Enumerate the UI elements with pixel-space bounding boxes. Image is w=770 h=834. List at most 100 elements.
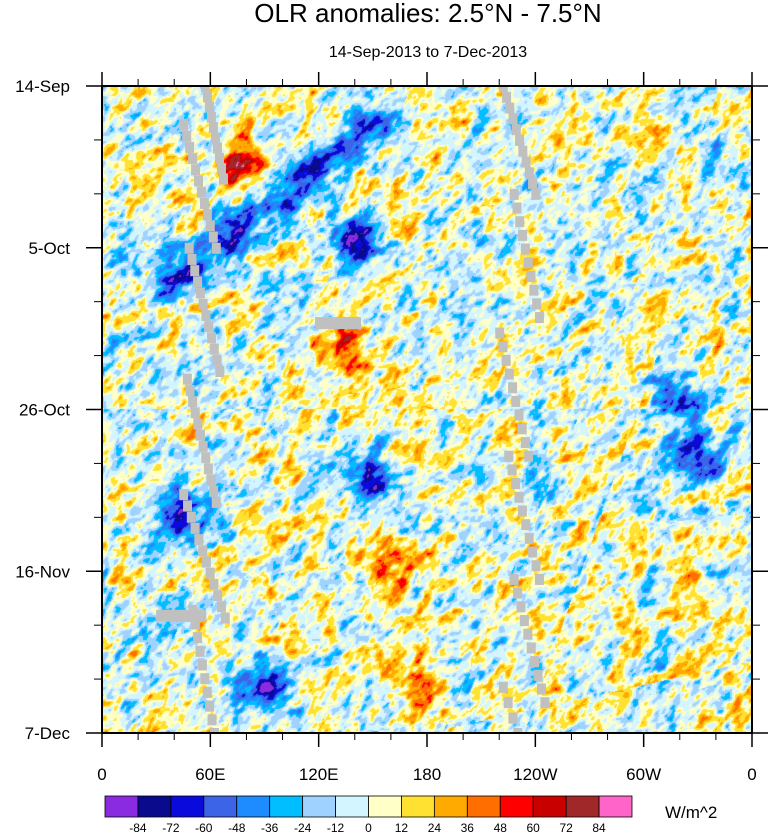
missing-data-cell bbox=[514, 491, 524, 503]
missing-data-cell bbox=[209, 728, 219, 733]
y-tick-label: 5-Oct bbox=[28, 239, 70, 258]
missing-data-cell bbox=[195, 287, 205, 299]
missing-data-cell bbox=[202, 686, 212, 698]
missing-data-cell bbox=[213, 590, 223, 602]
colorbar-swatch bbox=[532, 795, 567, 818]
missing-data-cell bbox=[209, 485, 219, 497]
missing-data-cell bbox=[186, 511, 196, 523]
x-tick-label: 120W bbox=[513, 765, 557, 784]
missing-data-cell bbox=[528, 546, 538, 558]
missing-data-cell bbox=[190, 522, 200, 534]
colorbar-swatch bbox=[269, 795, 304, 818]
missing-data-cell bbox=[536, 683, 546, 695]
x-axis: 0 60E 120E 180 120W 60W 0 bbox=[97, 72, 757, 784]
missing-data-cell bbox=[515, 216, 525, 228]
missing-data-cell bbox=[516, 601, 526, 613]
missing-data-cell bbox=[508, 113, 518, 125]
y-tick-label: 7-Dec bbox=[25, 724, 71, 743]
missing-data-cell bbox=[501, 354, 511, 366]
missing-data-layer bbox=[156, 86, 550, 733]
missing-data-cell bbox=[202, 91, 212, 103]
missing-data-cell bbox=[526, 270, 536, 282]
colorbar-swatch bbox=[466, 795, 501, 818]
missing-data-cell bbox=[498, 341, 508, 353]
missing-data-cell bbox=[201, 309, 211, 321]
colorbar-tick-label: 84 bbox=[592, 821, 606, 834]
missing-data-cell bbox=[194, 175, 204, 187]
missing-data-cell bbox=[531, 188, 541, 200]
missing-data-cell bbox=[206, 111, 216, 123]
colorbar-swatch bbox=[565, 795, 600, 818]
missing-data-cell bbox=[520, 437, 530, 449]
missing-data-cell bbox=[194, 534, 204, 546]
colorbar-swatch bbox=[203, 795, 238, 818]
missing-data-cell bbox=[187, 253, 197, 265]
missing-data-cell bbox=[188, 396, 198, 408]
missing-data-cell bbox=[511, 124, 521, 136]
colorbar-tick-label: -48 bbox=[228, 821, 246, 834]
colorbar-tick-label: 36 bbox=[461, 821, 475, 834]
missing-data-cell bbox=[528, 178, 538, 190]
colorbar-tick-label: -84 bbox=[129, 821, 147, 834]
missing-data-cell bbox=[508, 712, 518, 724]
colorbar-swatch bbox=[170, 795, 205, 818]
missing-data-cell bbox=[502, 91, 512, 103]
olr-anomaly-field bbox=[102, 86, 752, 733]
missing-data-cell bbox=[534, 573, 544, 585]
missing-data-cell bbox=[185, 141, 195, 153]
missing-data-cell bbox=[532, 298, 542, 310]
missing-data-cell bbox=[198, 440, 208, 452]
colorbar-tick-label: 12 bbox=[395, 821, 409, 834]
missing-data-cell bbox=[196, 186, 206, 198]
x-tick-label: 60E bbox=[195, 765, 225, 784]
missing-data-cell bbox=[521, 519, 531, 531]
missing-data-cell bbox=[188, 153, 198, 165]
missing-data-cell bbox=[182, 130, 192, 142]
missing-data-cell bbox=[511, 478, 521, 490]
missing-data-cell bbox=[205, 567, 215, 579]
missing-data-cell bbox=[183, 500, 193, 512]
missing-data-cell bbox=[212, 142, 222, 154]
missing-data-cell bbox=[199, 197, 209, 209]
missing-data-cell bbox=[524, 167, 534, 179]
missing-data-cell bbox=[206, 332, 216, 344]
missing-data-cell bbox=[503, 697, 513, 709]
missing-data-cell bbox=[220, 612, 230, 624]
missing-data-cell bbox=[193, 632, 203, 644]
missing-data-cell bbox=[200, 673, 210, 685]
missing-data-cell bbox=[513, 728, 523, 733]
missing-data-cell bbox=[509, 188, 519, 200]
missing-data-cell bbox=[534, 312, 544, 324]
missing-data-cell bbox=[217, 601, 227, 613]
missing-data-cell bbox=[184, 242, 194, 254]
missing-data-cell bbox=[530, 656, 540, 668]
y-tick-label: 26-Oct bbox=[19, 401, 70, 420]
missing-data-cell bbox=[533, 669, 543, 681]
missing-data-cell bbox=[203, 463, 213, 475]
missing-data-cell bbox=[513, 587, 523, 599]
missing-data-cell bbox=[523, 628, 533, 640]
missing-data-cell bbox=[212, 354, 222, 366]
missing-data-cell bbox=[518, 229, 528, 241]
colorbar-swatch bbox=[368, 795, 402, 818]
missing-data-cell bbox=[517, 423, 527, 435]
missing-data-cell bbox=[200, 86, 210, 92]
colorbar-swatch bbox=[433, 795, 468, 818]
missing-data-cell bbox=[215, 365, 225, 377]
colorbar-tick-label: -36 bbox=[261, 821, 279, 834]
missing-data-cell bbox=[204, 101, 214, 113]
colorbar-units: W/m^2 bbox=[665, 803, 717, 822]
missing-data-cell bbox=[193, 418, 203, 430]
missing-data-cell bbox=[511, 395, 521, 407]
colorbar-tick-label: 0 bbox=[365, 821, 372, 834]
colorbar-swatch bbox=[335, 795, 369, 818]
missing-data-cell bbox=[201, 556, 211, 568]
y-tick-label: 16-Nov bbox=[15, 562, 70, 581]
missing-data-cell bbox=[540, 697, 550, 709]
missing-data-cell bbox=[185, 384, 195, 396]
missing-data-cell bbox=[211, 242, 221, 254]
missing-data-cell bbox=[505, 102, 515, 114]
missing-data-cell bbox=[211, 496, 221, 508]
missing-data-cell bbox=[197, 659, 207, 671]
